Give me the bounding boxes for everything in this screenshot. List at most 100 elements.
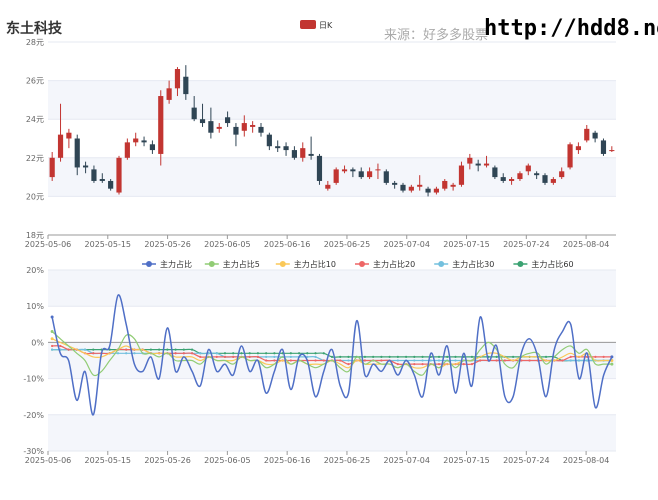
series-point: [67, 348, 70, 351]
candlestick: [283, 142, 289, 156]
candlestick: [534, 171, 540, 180]
candlestick: [341, 165, 348, 174]
series-point: [528, 359, 531, 362]
series-point: [92, 348, 95, 351]
candlestick: [508, 177, 515, 185]
candlestick: [108, 179, 114, 191]
candle-body: [333, 169, 339, 183]
series-point: [92, 352, 95, 355]
series-point: [215, 355, 218, 358]
candle-body: [57, 134, 64, 158]
series-point: [306, 352, 309, 355]
candlestick: [266, 132, 272, 151]
line-y-tick-label: -20%: [23, 411, 44, 420]
series-point: [50, 337, 54, 341]
candlestick: [199, 103, 206, 127]
series-point: [470, 363, 474, 366]
candlestick: [174, 67, 181, 97]
candlestick: [600, 138, 607, 156]
candle-body: [191, 107, 197, 120]
series-point: [232, 355, 235, 358]
candlestick: [316, 153, 323, 185]
series-point: [232, 352, 235, 355]
k-x-tick-label: 2025-05-06: [25, 240, 72, 249]
candle-body: [458, 165, 465, 185]
series-point: [190, 348, 194, 351]
series-point: [446, 355, 449, 358]
series-point: [347, 363, 350, 366]
series-point: [273, 352, 276, 355]
candlestick: [57, 103, 64, 162]
line-x-tick-label: 2025-06-25: [324, 456, 371, 465]
candle-body: [508, 179, 515, 181]
candlestick: [224, 111, 231, 127]
candle-body: [450, 184, 456, 187]
candlestick: [425, 186, 431, 197]
series-point: [503, 359, 506, 362]
candle-body: [208, 121, 214, 133]
series-point: [586, 359, 589, 362]
k-x-tick-label: 2025-05-15: [85, 240, 132, 249]
series-point: [174, 352, 177, 355]
series-line: [50, 294, 614, 416]
candlestick: [191, 96, 197, 122]
candlestick: [542, 173, 548, 185]
series-point: [149, 348, 152, 351]
candlestick: [467, 153, 473, 170]
series-point: [339, 355, 342, 358]
line-x-tick-label: 2025-07-24: [503, 456, 550, 465]
k-x-tick-label: 2025-06-05: [204, 240, 251, 249]
series-point: [133, 352, 136, 355]
candlestick: [400, 182, 406, 193]
candlestick: [124, 138, 130, 160]
series-point: [602, 355, 605, 358]
candlestick: [358, 167, 364, 180]
series-point: [495, 355, 498, 358]
candle-body: [174, 69, 181, 89]
series-point: [50, 315, 54, 319]
series-point: [248, 352, 251, 355]
series-point: [322, 359, 325, 362]
candlestick: [258, 123, 264, 137]
series-point: [437, 363, 441, 366]
series-point: [363, 359, 367, 362]
candle-body: [291, 150, 298, 158]
candle-body: [199, 119, 206, 124]
series-point: [561, 359, 564, 362]
k-x-tick-label: 2025-07-24: [503, 240, 550, 249]
candlestick: [116, 155, 122, 195]
series-point: [404, 355, 408, 358]
series-point: [413, 355, 416, 358]
candle-body: [99, 179, 105, 181]
legend-marker: [517, 261, 524, 267]
candlestick: [584, 124, 590, 143]
candle-body: [158, 96, 164, 154]
candle-body: [550, 179, 556, 183]
candlestick: [66, 128, 72, 149]
k-grid-band: [48, 157, 616, 197]
candle-body: [584, 128, 590, 141]
k-x-tick-label: 2025-08-04: [563, 240, 610, 249]
candle-body: [250, 124, 256, 127]
series-path: [51, 294, 613, 416]
series-point: [50, 330, 54, 334]
k-y-tick-label: 18元: [26, 231, 44, 240]
series-point: [544, 355, 548, 358]
candle-body: [383, 171, 389, 183]
site-url[interactable]: http://hdd8.net: [484, 16, 658, 41]
series-point: [479, 359, 482, 362]
series-point: [125, 348, 128, 351]
candle-body: [91, 169, 97, 181]
candle-body: [149, 144, 156, 151]
series-point: [413, 359, 416, 362]
candle-body: [325, 184, 331, 189]
series-point: [199, 355, 202, 358]
legend-marker: [146, 261, 152, 267]
candle-body: [216, 126, 222, 129]
candle-body: [425, 188, 431, 193]
candlestick: [308, 136, 314, 160]
legend-item-daily-k: 日K: [300, 20, 333, 30]
series-point: [256, 355, 260, 358]
series-point: [462, 363, 465, 366]
